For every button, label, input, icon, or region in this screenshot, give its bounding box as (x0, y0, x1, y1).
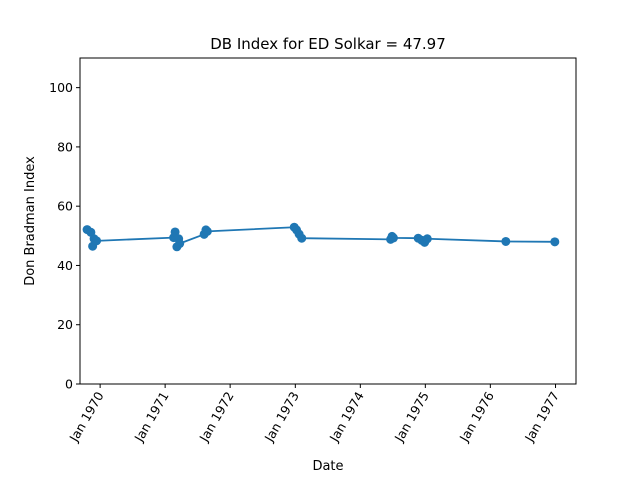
data-point (422, 234, 432, 244)
x-tick-label: Jan 1973 (261, 389, 302, 445)
x-tick-label: Jan 1972 (196, 389, 237, 445)
series-line (86, 226, 555, 248)
y-tick-label: 0 (65, 377, 73, 392)
data-point (388, 233, 398, 243)
x-axis-title: Date (312, 459, 343, 474)
y-tick-label: 20 (57, 317, 73, 332)
x-tick-label: Jan 1977 (521, 389, 562, 445)
x-tick-label: Jan 1974 (326, 389, 367, 445)
y-tick-label: 100 (49, 80, 73, 95)
data-point (297, 233, 307, 243)
data-point (202, 226, 212, 236)
data-point (550, 237, 560, 247)
x-tick-label: Jan 1975 (391, 389, 432, 445)
x-tick-label: Jan 1976 (456, 389, 497, 445)
axes-frame (79, 57, 577, 385)
data-point (175, 239, 185, 249)
plot-area (82, 222, 560, 252)
chart-title: DB Index for ED Solkar = 47.97 (210, 35, 446, 53)
data-point (501, 236, 511, 246)
x-tick-label: Jan 1970 (66, 389, 107, 445)
y-tick-label: 60 (57, 199, 73, 214)
y-axis: 0 20 40 60 80 100 (49, 80, 80, 392)
x-axis: Jan 1970 Jan 1971 Jan 1972 Jan 1973 Jan 1974… (66, 384, 562, 445)
data-point (170, 227, 180, 237)
y-tick-label: 80 (57, 139, 73, 154)
data-point (92, 236, 102, 246)
y-tick-label: 40 (57, 258, 73, 273)
y-axis-title: Don Bradman Index (23, 156, 38, 286)
x-tick-label: Jan 1971 (131, 389, 172, 445)
